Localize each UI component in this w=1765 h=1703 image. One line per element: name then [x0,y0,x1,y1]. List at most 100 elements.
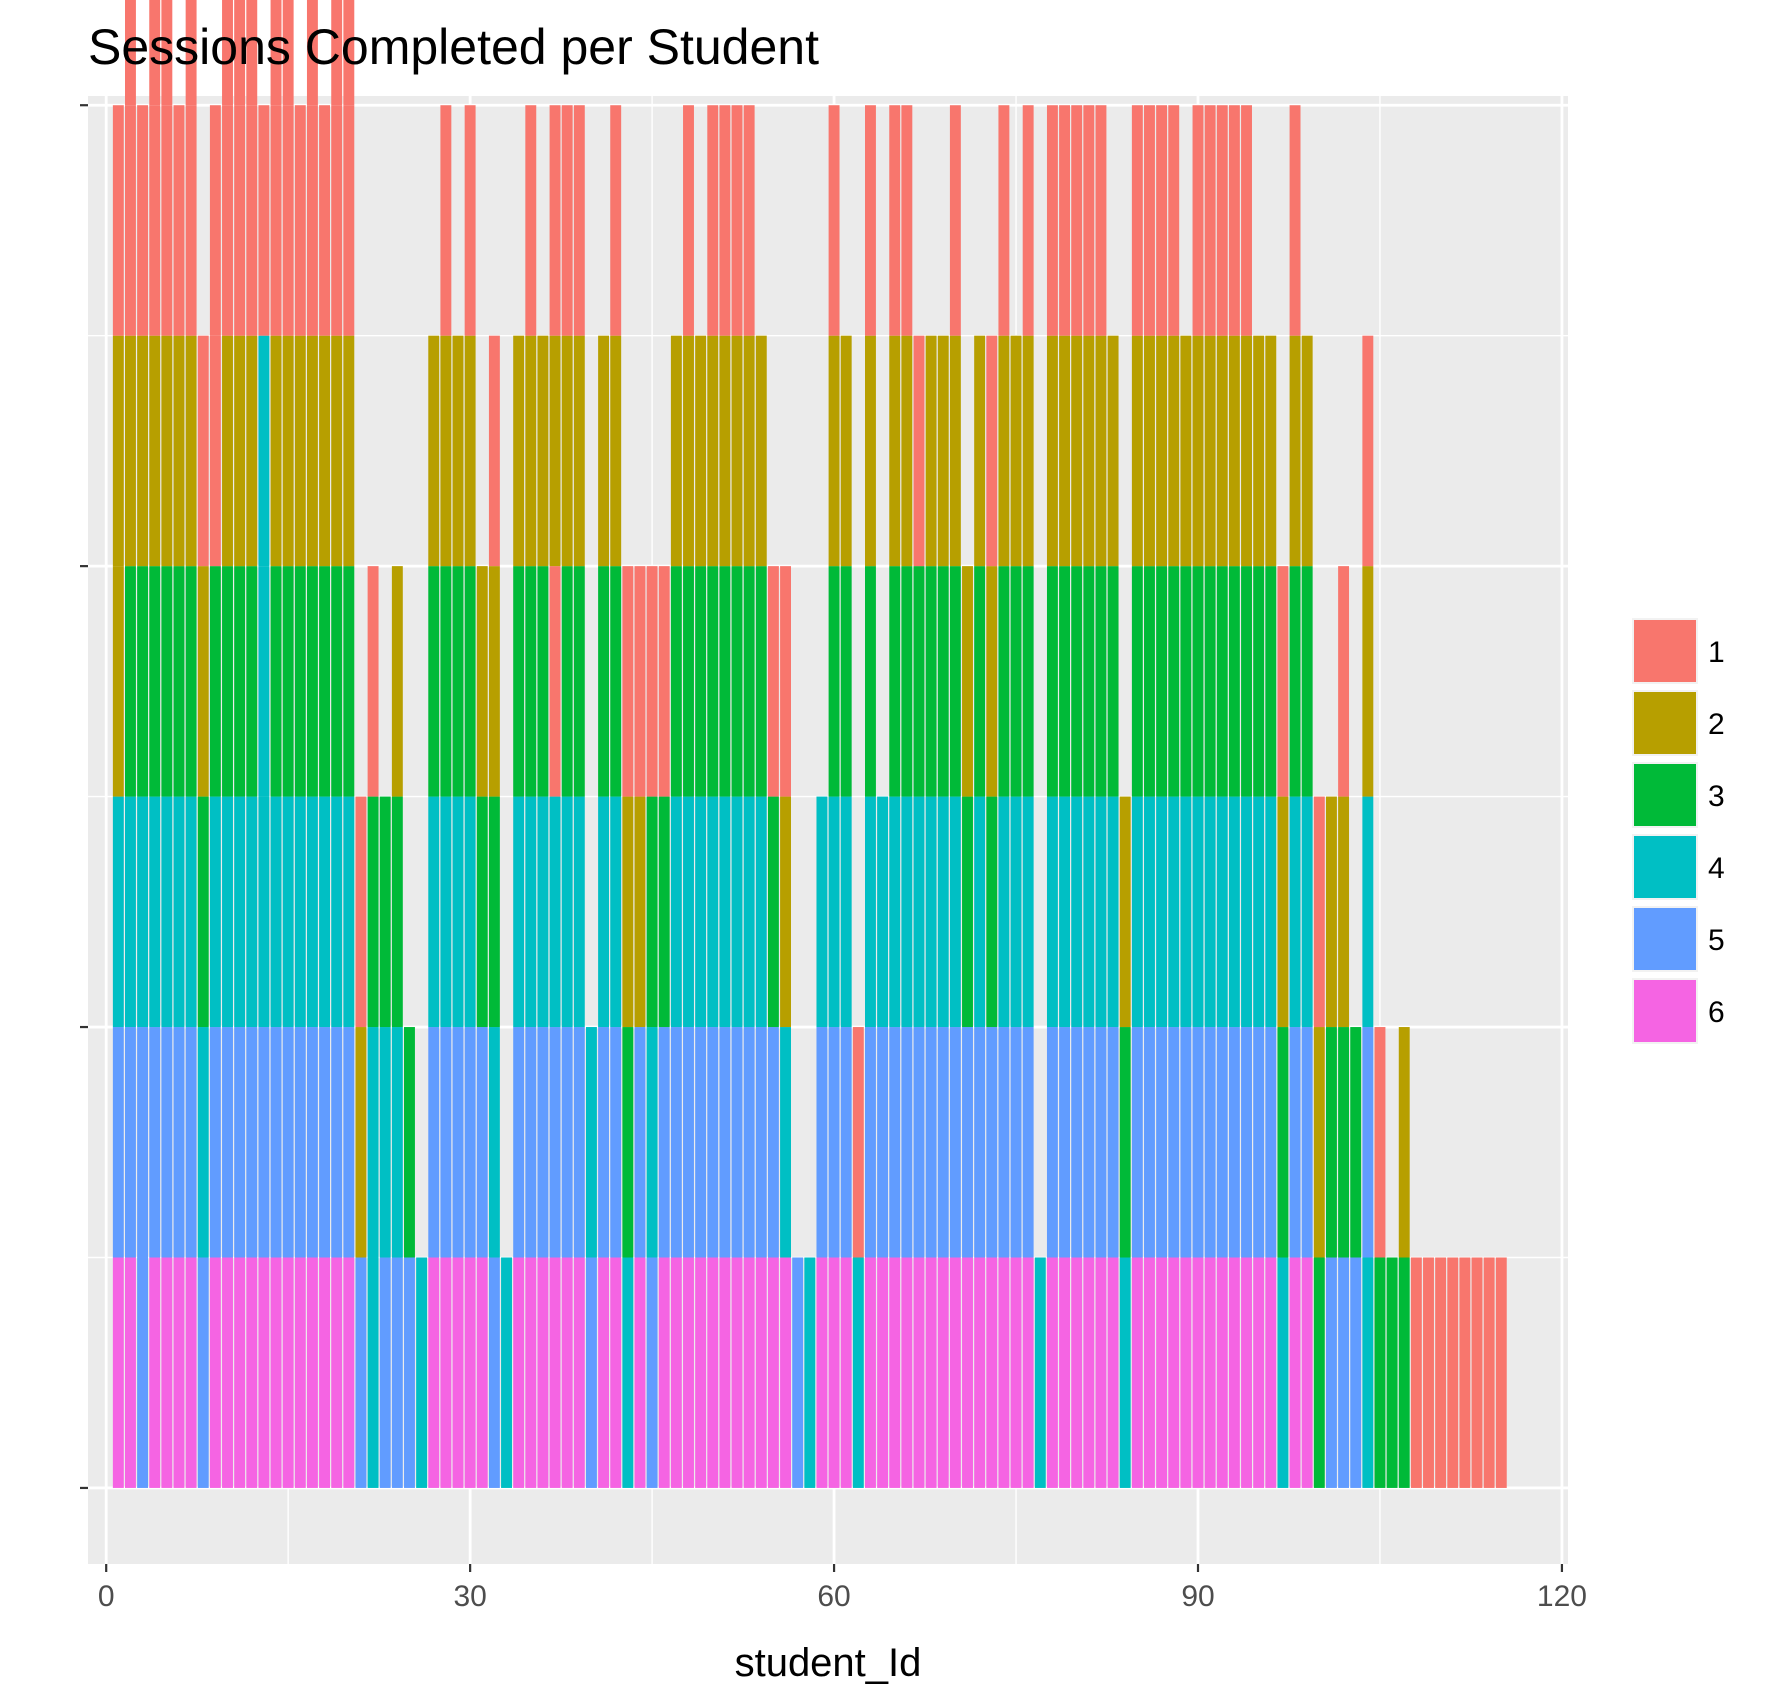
bar-segment [1241,1027,1252,1258]
bar-segment [1180,1027,1192,1258]
bar-segment [743,566,755,797]
bar-segment [270,796,282,1028]
bar-segment [428,1257,440,1488]
bar-segment [137,796,149,1028]
bar-segment [1313,796,1325,1028]
bar-segment [161,335,173,567]
bar-segment [1119,1027,1131,1258]
bar-segment [1301,796,1313,1028]
bar-segment [1131,1027,1143,1258]
bar-segment [319,796,331,1028]
bar-segment [962,566,973,797]
bar-segment [258,796,270,1028]
legend-swatch [1634,908,1696,970]
bar-segment [1071,335,1083,567]
x-axis-title: student_Id [735,1641,922,1685]
bar-segment [343,566,355,797]
bar-segment [1083,335,1095,567]
bar-segment [1204,566,1216,797]
bar-segment [1265,335,1277,567]
bar-segment [1046,1027,1058,1258]
bar-segment [598,796,610,1028]
bar-segment [355,1257,367,1488]
bar-segment [452,1027,464,1258]
bar-segment [1362,1257,1374,1488]
bar-segment [1338,566,1350,797]
bar-segment [525,566,537,797]
bar-segment [1204,1257,1216,1488]
legend-label: 6 [1708,996,1725,1029]
bar-segment [197,335,209,567]
bar-segment [1483,1257,1495,1488]
bar-segment [865,1257,876,1488]
bar-segment [476,1027,488,1258]
legend-label: 1 [1708,636,1725,669]
bar-segment [998,335,1010,567]
bar-segment [1192,335,1204,567]
bar-segment [137,1257,149,1488]
bar-segment [986,796,998,1028]
bar-segment [440,335,452,567]
x-tick-labels: 0 30 60 90 120 [98,1580,1587,1613]
bar-segment [246,0,258,106]
bar-segment [865,1027,876,1258]
bar-segment [343,1027,355,1258]
bar-segment [840,1027,852,1258]
bar-segment [561,1257,573,1488]
legend-label: 5 [1708,924,1725,957]
bar-segment [962,796,973,1028]
bar-segment [234,1257,246,1488]
bar-segment [294,796,306,1028]
axis-ticks [80,104,1564,1572]
bar-segment [525,335,537,567]
bar-segment [937,566,949,797]
bar-segment [695,1027,707,1258]
bar-segment [258,566,270,797]
bar-segment [610,796,622,1028]
bar-segment [925,566,937,797]
bar-segment [840,796,852,1028]
bar-segment [792,1257,804,1488]
legend-swatch [1634,836,1696,898]
bar-segment [646,1257,658,1488]
bar-segment [246,566,258,797]
bar-segment [1131,105,1143,336]
bar-segment [1228,105,1240,336]
bar-segment [1059,1257,1071,1488]
bar-segment [1289,105,1301,336]
bar-segment [1216,1027,1228,1258]
bar-segment [1228,796,1240,1028]
bar-segment [1362,796,1374,1028]
bar-segment [840,566,852,797]
bar-segment [610,335,622,567]
bar-segment [1022,105,1034,336]
bar-segment [537,335,549,567]
bar-segment [1168,335,1180,567]
bar-segment [683,335,694,567]
legend-swatch [1634,764,1696,826]
bar-segment [258,335,270,567]
bar-segment [901,1257,913,1488]
bar-segment [1410,1257,1422,1488]
bar-segment [125,335,136,567]
bar-segment [112,1027,124,1258]
bar-segment [1168,1257,1180,1488]
bar-segment [270,1257,282,1488]
bar-segment [913,796,925,1028]
bar-segment [913,566,925,797]
bar-segment [901,566,913,797]
bar-segment [270,1027,282,1258]
bar-segment [513,335,525,567]
bar-segment [1350,1257,1362,1488]
bar-segment [222,1027,233,1258]
bar-segment [719,566,731,797]
bar-segment [719,335,731,567]
bar-segment [707,1027,719,1258]
bar-segment [1131,796,1143,1028]
bar-segment [561,105,573,336]
bar-segment [525,796,537,1028]
bar-segment [1241,796,1252,1028]
bar-segment [112,796,124,1028]
x-tick-label: 120 [1537,1580,1587,1613]
bar-segment [1107,335,1119,567]
